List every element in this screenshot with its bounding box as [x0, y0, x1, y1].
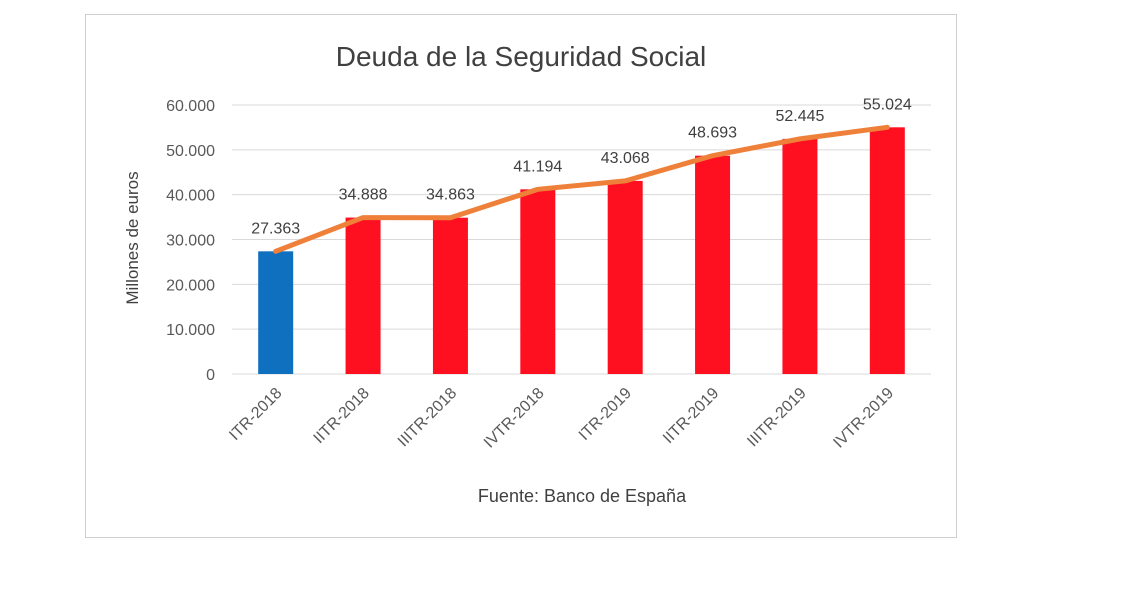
data-label: 34.863	[426, 187, 475, 204]
data-label: 48.693	[688, 125, 737, 142]
chart-title: Deuda de la Seguridad Social	[336, 41, 706, 72]
bar-iiitr-2019	[782, 138, 818, 374]
x-tick-label: IIITR-2018	[395, 385, 461, 451]
y-tick-label: 0	[206, 367, 215, 384]
x-axis-ticks: ITR-2018 IITR-2018 IIITR-2018 IVTR-2018 ITR-…	[226, 385, 897, 452]
y-tick-label: 10.000	[166, 322, 215, 339]
bar-iitr-2018	[345, 217, 381, 374]
data-label: 41.194	[513, 158, 562, 175]
data-label: 27.363	[251, 220, 300, 237]
data-label: 34.888	[339, 187, 388, 204]
bar-ivtr-2018	[520, 189, 556, 374]
y-tick-label: 30.000	[166, 233, 215, 250]
x-tick-label: IVTR-2019	[830, 385, 897, 452]
bars	[258, 127, 905, 374]
y-tick-label: 20.000	[166, 277, 215, 294]
trend-line	[273, 124, 890, 254]
x-tick-label: IIITR-2019	[744, 385, 810, 451]
x-tick-label: ITR-2019	[576, 385, 635, 444]
y-tick-label: 60.000	[166, 98, 215, 115]
trend-line-path	[273, 124, 890, 254]
x-tick-label: IITR-2018	[311, 385, 373, 447]
bar-ivtr-2019	[869, 127, 905, 374]
x-tick-label: ITR-2018	[226, 385, 285, 444]
x-tick-label: IITR-2019	[660, 385, 722, 447]
data-labels: 27.363 34.888 34.863 41.194 43.068 48.693 52.4…	[251, 96, 912, 237]
y-tick-label: 50.000	[166, 143, 215, 160]
bar-itr-2018	[258, 251, 294, 374]
data-label: 55.024	[863, 96, 912, 113]
data-label: 43.068	[601, 150, 650, 167]
y-tick-label: 40.000	[166, 188, 215, 205]
y-axis-ticks: 0 10.000 20.000 30.000 40.000 50.000 60.000	[166, 98, 215, 384]
bar-iiitr-2018	[432, 217, 468, 374]
bar-itr-2019	[607, 180, 643, 374]
data-label: 52.445	[775, 108, 824, 125]
bar-iitr-2019	[695, 155, 731, 374]
x-tick-label: IVTR-2018	[481, 385, 548, 452]
source-note: Fuente: Banco de España	[478, 486, 687, 506]
gridlines	[232, 104, 931, 375]
y-axis-title: Millones de euros	[123, 171, 142, 304]
